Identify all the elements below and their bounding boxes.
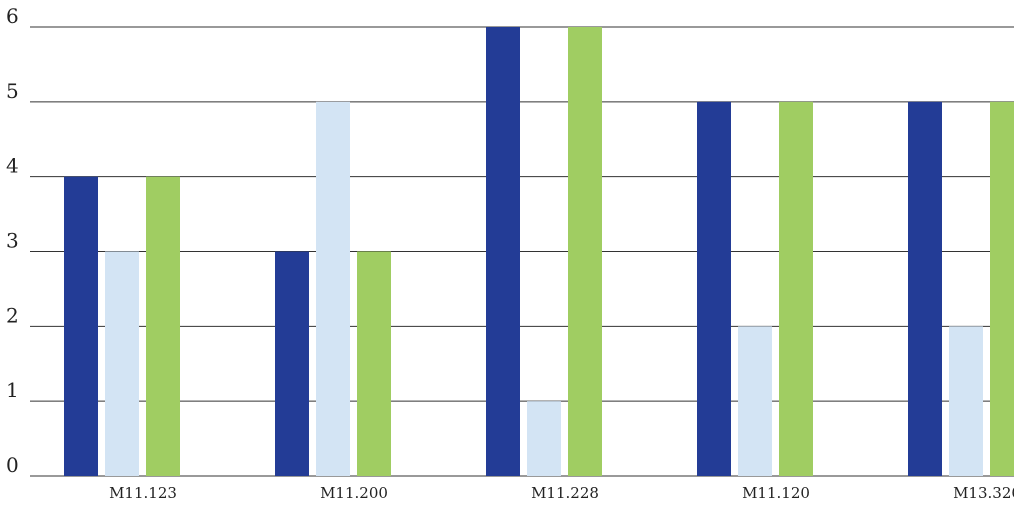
y-tick-label: 0 [6,453,19,477]
x-category-label: M11.120 [742,484,810,502]
bar-M11-228-s3 [568,27,602,476]
bar-M11-228-s2 [527,401,561,476]
y-tick-label: 6 [6,4,19,28]
bar-M11-123-s3 [146,176,180,476]
y-axis-tick-labels: 0 1 2 3 4 5 6 [6,4,19,477]
x-axis-category-labels: M11.123 M11.200 M11.228 M11.120 M13.320 [109,484,1014,502]
bar-M11-200-s2 [316,101,350,476]
bar-M13-320-s2 [949,326,983,476]
bars [64,27,1014,476]
y-tick-label: 1 [6,378,19,402]
bar-M13-320-s1 [908,101,942,476]
bar-M13-320-s3 [990,101,1014,476]
y-tick-label: 5 [6,79,19,103]
bar-M11-120-s1 [697,101,731,476]
x-category-label: M11.200 [320,484,388,502]
y-tick-label: 4 [6,154,19,178]
y-tick-label: 2 [6,303,19,327]
x-category-label: M13.320 [953,484,1014,502]
bar-M11-228-s1 [486,27,520,476]
x-category-label: M11.123 [109,484,177,502]
bar-M11-200-s3 [357,251,391,476]
bar-M11-120-s3 [779,101,813,476]
bar-M11-200-s1 [275,251,309,476]
y-tick-label: 3 [6,229,19,253]
x-category-label: M11.228 [531,484,599,502]
bar-M11-123-s1 [64,176,98,476]
bar-M11-120-s2 [738,326,772,476]
bar-M11-123-s2 [105,251,139,476]
gridlines [30,26,1014,477]
